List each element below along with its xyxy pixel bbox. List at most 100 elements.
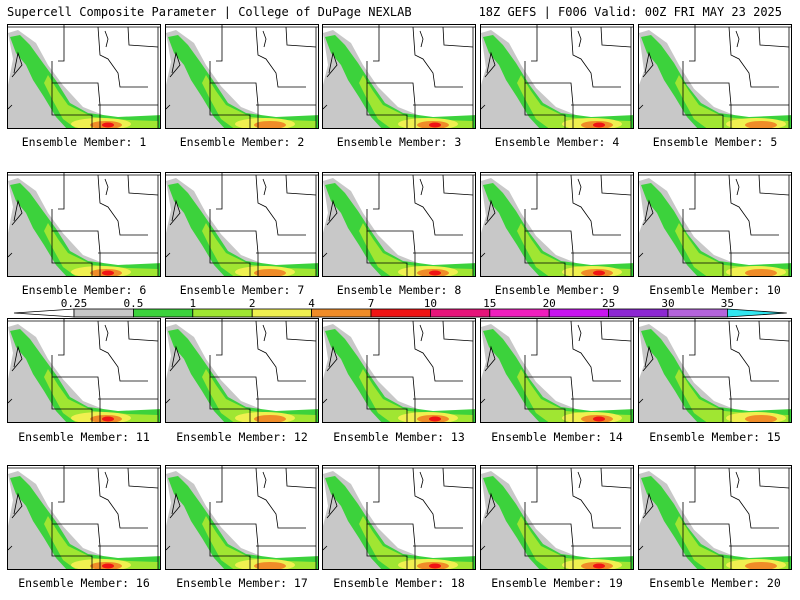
state-boundary bbox=[323, 398, 328, 404]
ensemble-member-panel bbox=[322, 172, 476, 277]
ensemble-member-label: Ensemble Member: 11 bbox=[18, 430, 150, 444]
state-boundary bbox=[262, 471, 267, 489]
ensemble-member-label: Ensemble Member: 16 bbox=[18, 576, 150, 590]
state-boundary bbox=[682, 502, 732, 547]
field-orange bbox=[254, 415, 286, 422]
field-orange bbox=[745, 415, 777, 422]
field-gray bbox=[481, 178, 633, 276]
state-boundary bbox=[8, 252, 13, 258]
field-red bbox=[593, 416, 605, 422]
state-boundary bbox=[326, 492, 338, 519]
state-boundary bbox=[570, 320, 621, 382]
state-boundary bbox=[682, 209, 732, 254]
member-map bbox=[8, 173, 160, 276]
field-orange bbox=[745, 121, 777, 128]
state-boundary bbox=[166, 545, 171, 551]
ensemble-member-panel bbox=[638, 24, 792, 129]
state-boundary bbox=[484, 345, 496, 372]
state-boundary bbox=[639, 252, 644, 258]
state-boundary bbox=[758, 174, 790, 196]
field-red bbox=[102, 270, 114, 276]
state-boundary bbox=[481, 398, 486, 404]
state-boundary bbox=[127, 320, 159, 342]
field-gray bbox=[639, 178, 791, 276]
ensemble-member-panel bbox=[165, 318, 319, 423]
state-boundary bbox=[484, 199, 496, 226]
model-valid-time: 18Z GEFS | F006 Valid: 00Z FRI MAY 23 20… bbox=[478, 5, 782, 19]
colorbar-tick-label: 20 bbox=[543, 297, 556, 310]
state-boundary bbox=[209, 61, 259, 106]
ensemble-member-panel bbox=[480, 318, 634, 423]
colorbar-segment bbox=[548, 308, 610, 318]
state-boundary bbox=[11, 345, 23, 372]
state-boundary bbox=[58, 466, 65, 503]
state-boundary bbox=[97, 174, 148, 236]
member-map bbox=[323, 466, 475, 569]
ensemble-member-panel bbox=[638, 318, 792, 423]
state-boundary bbox=[166, 104, 171, 110]
ensemble-member-label: Ensemble Member: 12 bbox=[176, 430, 308, 444]
state-boundary bbox=[366, 524, 408, 569]
colorbar-tick-label: 30 bbox=[661, 297, 674, 310]
state-boundary bbox=[255, 467, 306, 529]
state-boundary bbox=[326, 199, 338, 226]
state-boundary bbox=[58, 173, 65, 210]
state-boundary bbox=[419, 178, 424, 196]
member-map bbox=[323, 173, 475, 276]
field-gray bbox=[323, 178, 475, 276]
field-green bbox=[325, 476, 475, 569]
state-boundary bbox=[642, 345, 654, 372]
state-boundary bbox=[373, 25, 380, 62]
state-boundary bbox=[577, 471, 582, 489]
state-boundary bbox=[570, 174, 621, 236]
ensemble-member-panel bbox=[638, 465, 792, 570]
state-boundary bbox=[412, 26, 463, 88]
state-boundary bbox=[524, 209, 574, 254]
state-boundary bbox=[166, 398, 171, 404]
colorbar-tick-label: 0.25 bbox=[61, 297, 88, 310]
colorbar-segment bbox=[608, 308, 669, 318]
state-boundary bbox=[735, 178, 740, 196]
member-map bbox=[8, 25, 160, 128]
ensemble-member-panel bbox=[7, 318, 161, 423]
state-boundary bbox=[51, 377, 93, 422]
ensemble-member-label: Ensemble Member: 1 bbox=[21, 135, 147, 149]
member-map bbox=[639, 319, 791, 422]
state-boundary bbox=[104, 471, 109, 489]
member-map bbox=[323, 319, 475, 422]
state-boundary bbox=[524, 524, 566, 569]
state-boundary bbox=[209, 231, 251, 276]
state-boundary bbox=[255, 26, 306, 88]
state-boundary bbox=[127, 467, 159, 489]
state-boundary bbox=[11, 51, 23, 78]
state-boundary bbox=[531, 25, 538, 62]
state-boundary bbox=[728, 320, 779, 382]
state-boundary bbox=[209, 524, 251, 569]
field-gray bbox=[481, 30, 633, 128]
field-green bbox=[483, 35, 633, 128]
member-map bbox=[166, 319, 318, 422]
colorbar-tick-label: 25 bbox=[602, 297, 615, 310]
field-orange bbox=[254, 269, 286, 276]
state-boundary bbox=[262, 178, 267, 196]
ensemble-member-panel bbox=[165, 172, 319, 277]
state-boundary bbox=[51, 83, 93, 128]
state-boundary bbox=[600, 467, 632, 489]
state-boundary bbox=[11, 199, 23, 226]
state-boundary bbox=[642, 199, 654, 226]
colorbar-segment bbox=[489, 308, 550, 318]
ensemble-member-label: Ensemble Member: 3 bbox=[336, 135, 462, 149]
state-boundary bbox=[442, 174, 474, 196]
ensemble-member-label: Ensemble Member: 6 bbox=[21, 283, 147, 297]
state-boundary bbox=[682, 83, 724, 128]
state-boundary bbox=[97, 467, 148, 529]
field-red bbox=[429, 416, 441, 422]
colorbar-segment bbox=[370, 308, 431, 318]
state-boundary bbox=[255, 174, 306, 236]
member-map bbox=[481, 25, 633, 128]
state-boundary bbox=[366, 83, 408, 128]
state-boundary bbox=[51, 61, 101, 106]
state-boundary bbox=[689, 466, 696, 503]
colorbar-segment bbox=[132, 308, 194, 318]
state-boundary bbox=[366, 61, 416, 106]
